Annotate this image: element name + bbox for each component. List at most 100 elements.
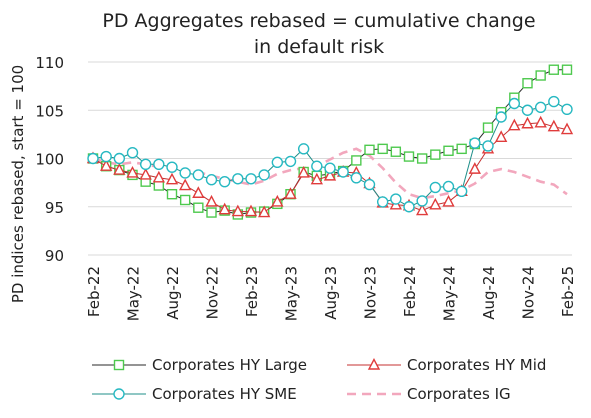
data-point <box>126 147 139 159</box>
data-point <box>231 204 244 217</box>
data-point <box>324 162 336 174</box>
data-point <box>416 195 428 207</box>
data-point <box>192 186 205 198</box>
x-tick-label: Nov-23 <box>362 266 380 319</box>
data-point <box>311 160 323 172</box>
chart-title-line-2: in default risk <box>254 36 384 58</box>
x-tick-label: Feb-25 <box>559 266 577 317</box>
x-tick-label: Nov-24 <box>520 266 538 319</box>
y-tick-label: 90 <box>45 247 64 265</box>
data-point <box>126 165 139 178</box>
data-point <box>430 149 441 160</box>
legend-entry: Corporates HY Mid <box>347 356 546 374</box>
x-tick-label: Nov-22 <box>204 266 222 319</box>
data-point <box>179 167 191 179</box>
y-tick-label: 95 <box>45 199 64 217</box>
legend-label: Corporates HY Mid <box>407 356 546 374</box>
data-point <box>337 166 349 178</box>
data-point <box>390 146 402 157</box>
data-point <box>522 78 533 89</box>
data-point <box>258 169 270 181</box>
legend-marker <box>113 359 125 371</box>
data-point <box>443 145 454 156</box>
data-point <box>271 194 284 207</box>
data-point <box>284 187 297 199</box>
data-point <box>205 174 218 186</box>
data-point <box>495 130 508 142</box>
data-point <box>165 172 179 185</box>
data-point <box>113 163 126 175</box>
data-point <box>495 111 507 123</box>
data-point <box>403 201 415 213</box>
data-point <box>113 152 126 165</box>
data-point <box>390 193 402 205</box>
data-point <box>87 152 99 165</box>
data-point <box>534 101 547 114</box>
data-point <box>271 156 284 169</box>
data-point <box>377 143 388 155</box>
data-point <box>323 168 337 181</box>
data-point <box>561 103 573 115</box>
data-point <box>521 116 534 129</box>
legend-entry: Corporates IG <box>347 385 511 403</box>
data-point <box>469 137 481 149</box>
data-point <box>521 104 534 116</box>
series-0 <box>87 64 573 220</box>
x-tick-label: Aug-22 <box>164 266 182 320</box>
data-point <box>416 203 429 216</box>
data-point <box>152 170 165 183</box>
x-tick-label: Feb-24 <box>401 266 419 317</box>
data-point <box>364 144 375 156</box>
data-point <box>218 175 231 188</box>
data-point <box>139 158 152 170</box>
legend-marker <box>113 388 125 400</box>
data-point <box>179 194 191 206</box>
y-tick-label: 110 <box>35 54 64 72</box>
data-point <box>205 194 218 207</box>
data-point <box>310 172 323 185</box>
series-2 <box>87 95 573 213</box>
data-point <box>547 119 560 132</box>
data-point <box>284 155 297 168</box>
data-point <box>351 155 362 166</box>
data-point <box>232 173 244 185</box>
legend-entry: Corporates HY SME <box>92 385 297 403</box>
data-point <box>416 153 428 164</box>
data-point <box>403 151 415 162</box>
data-point <box>297 143 310 155</box>
series-layer <box>86 64 574 220</box>
data-point <box>166 189 178 200</box>
data-point <box>376 196 389 208</box>
data-point <box>508 97 521 110</box>
x-tick-label: Aug-23 <box>322 266 340 320</box>
data-point <box>363 178 376 191</box>
data-point <box>192 169 205 181</box>
data-point <box>508 118 521 131</box>
data-point <box>100 150 112 163</box>
data-point <box>456 143 467 155</box>
x-tick-label: May-24 <box>441 266 459 321</box>
data-point <box>245 173 257 185</box>
data-point <box>193 202 204 213</box>
x-tick-label: May-23 <box>283 266 301 321</box>
x-tick-labels: Feb-22 May-22 Aug-22 Nov-22 Feb-23 May-23 Aug-… <box>85 266 577 321</box>
data-point <box>206 207 217 218</box>
data-point <box>561 64 573 75</box>
legend-label: Corporates HY Large <box>152 356 307 374</box>
legend-label: Corporates IG <box>407 385 511 403</box>
x-tick-label: Aug-24 <box>480 266 498 320</box>
legend-marker <box>367 357 381 370</box>
legend-label: Corporates HY SME <box>152 385 297 403</box>
legend-entry: Corporates HY Large <box>92 356 307 374</box>
data-point <box>560 122 574 135</box>
data-point <box>139 167 152 180</box>
data-point <box>482 140 494 152</box>
data-point <box>258 205 271 218</box>
data-point <box>548 95 560 108</box>
data-point <box>535 70 546 81</box>
x-tick-label: Feb-22 <box>85 266 103 317</box>
data-point <box>442 194 455 207</box>
data-point <box>442 180 455 193</box>
data-point <box>297 165 310 178</box>
